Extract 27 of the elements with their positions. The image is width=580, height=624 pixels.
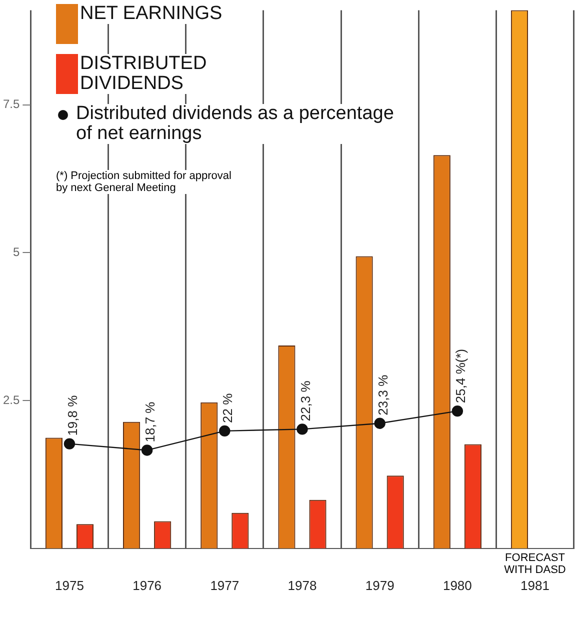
data-label: 18,7 % xyxy=(142,401,158,442)
x-tick-label: 1977 xyxy=(210,578,240,593)
data-label: 19,8 % xyxy=(65,394,80,436)
legend-label: NET EARNINGS xyxy=(80,3,222,24)
x-tick-label: 1980 xyxy=(442,578,472,593)
x-tick-label: 1976 xyxy=(132,578,162,593)
x-tick-label: 1978 xyxy=(288,578,317,593)
y-tick-label: 7.5 xyxy=(2,97,20,112)
data-label: 22,3 % xyxy=(298,380,313,422)
point xyxy=(374,418,386,429)
point xyxy=(296,424,308,435)
annotation: (*) Projection submitted for approval by next General Meeting xyxy=(56,170,236,194)
point xyxy=(64,438,76,450)
x-tick-label: 1975 xyxy=(55,578,84,593)
text: FORECAST WITH DASD xyxy=(503,552,567,576)
x-tick-label: 1979 xyxy=(365,578,394,593)
point xyxy=(141,444,153,456)
legend-label: Distributed dividends as a percentage of net earnings xyxy=(76,103,406,144)
point xyxy=(452,405,464,417)
x-tick-label: 1981 xyxy=(520,578,550,593)
data-label: 25,4 %(*) xyxy=(452,348,468,404)
legend-label: DISTRIBUTED DIVIDENDS xyxy=(80,53,240,94)
y-tick-label: 5 xyxy=(12,245,20,259)
point xyxy=(219,425,230,437)
y-tick-label: 2.5 xyxy=(2,392,20,407)
data-label: 23,3 % xyxy=(375,374,390,416)
data-label: 22 % xyxy=(220,392,236,423)
